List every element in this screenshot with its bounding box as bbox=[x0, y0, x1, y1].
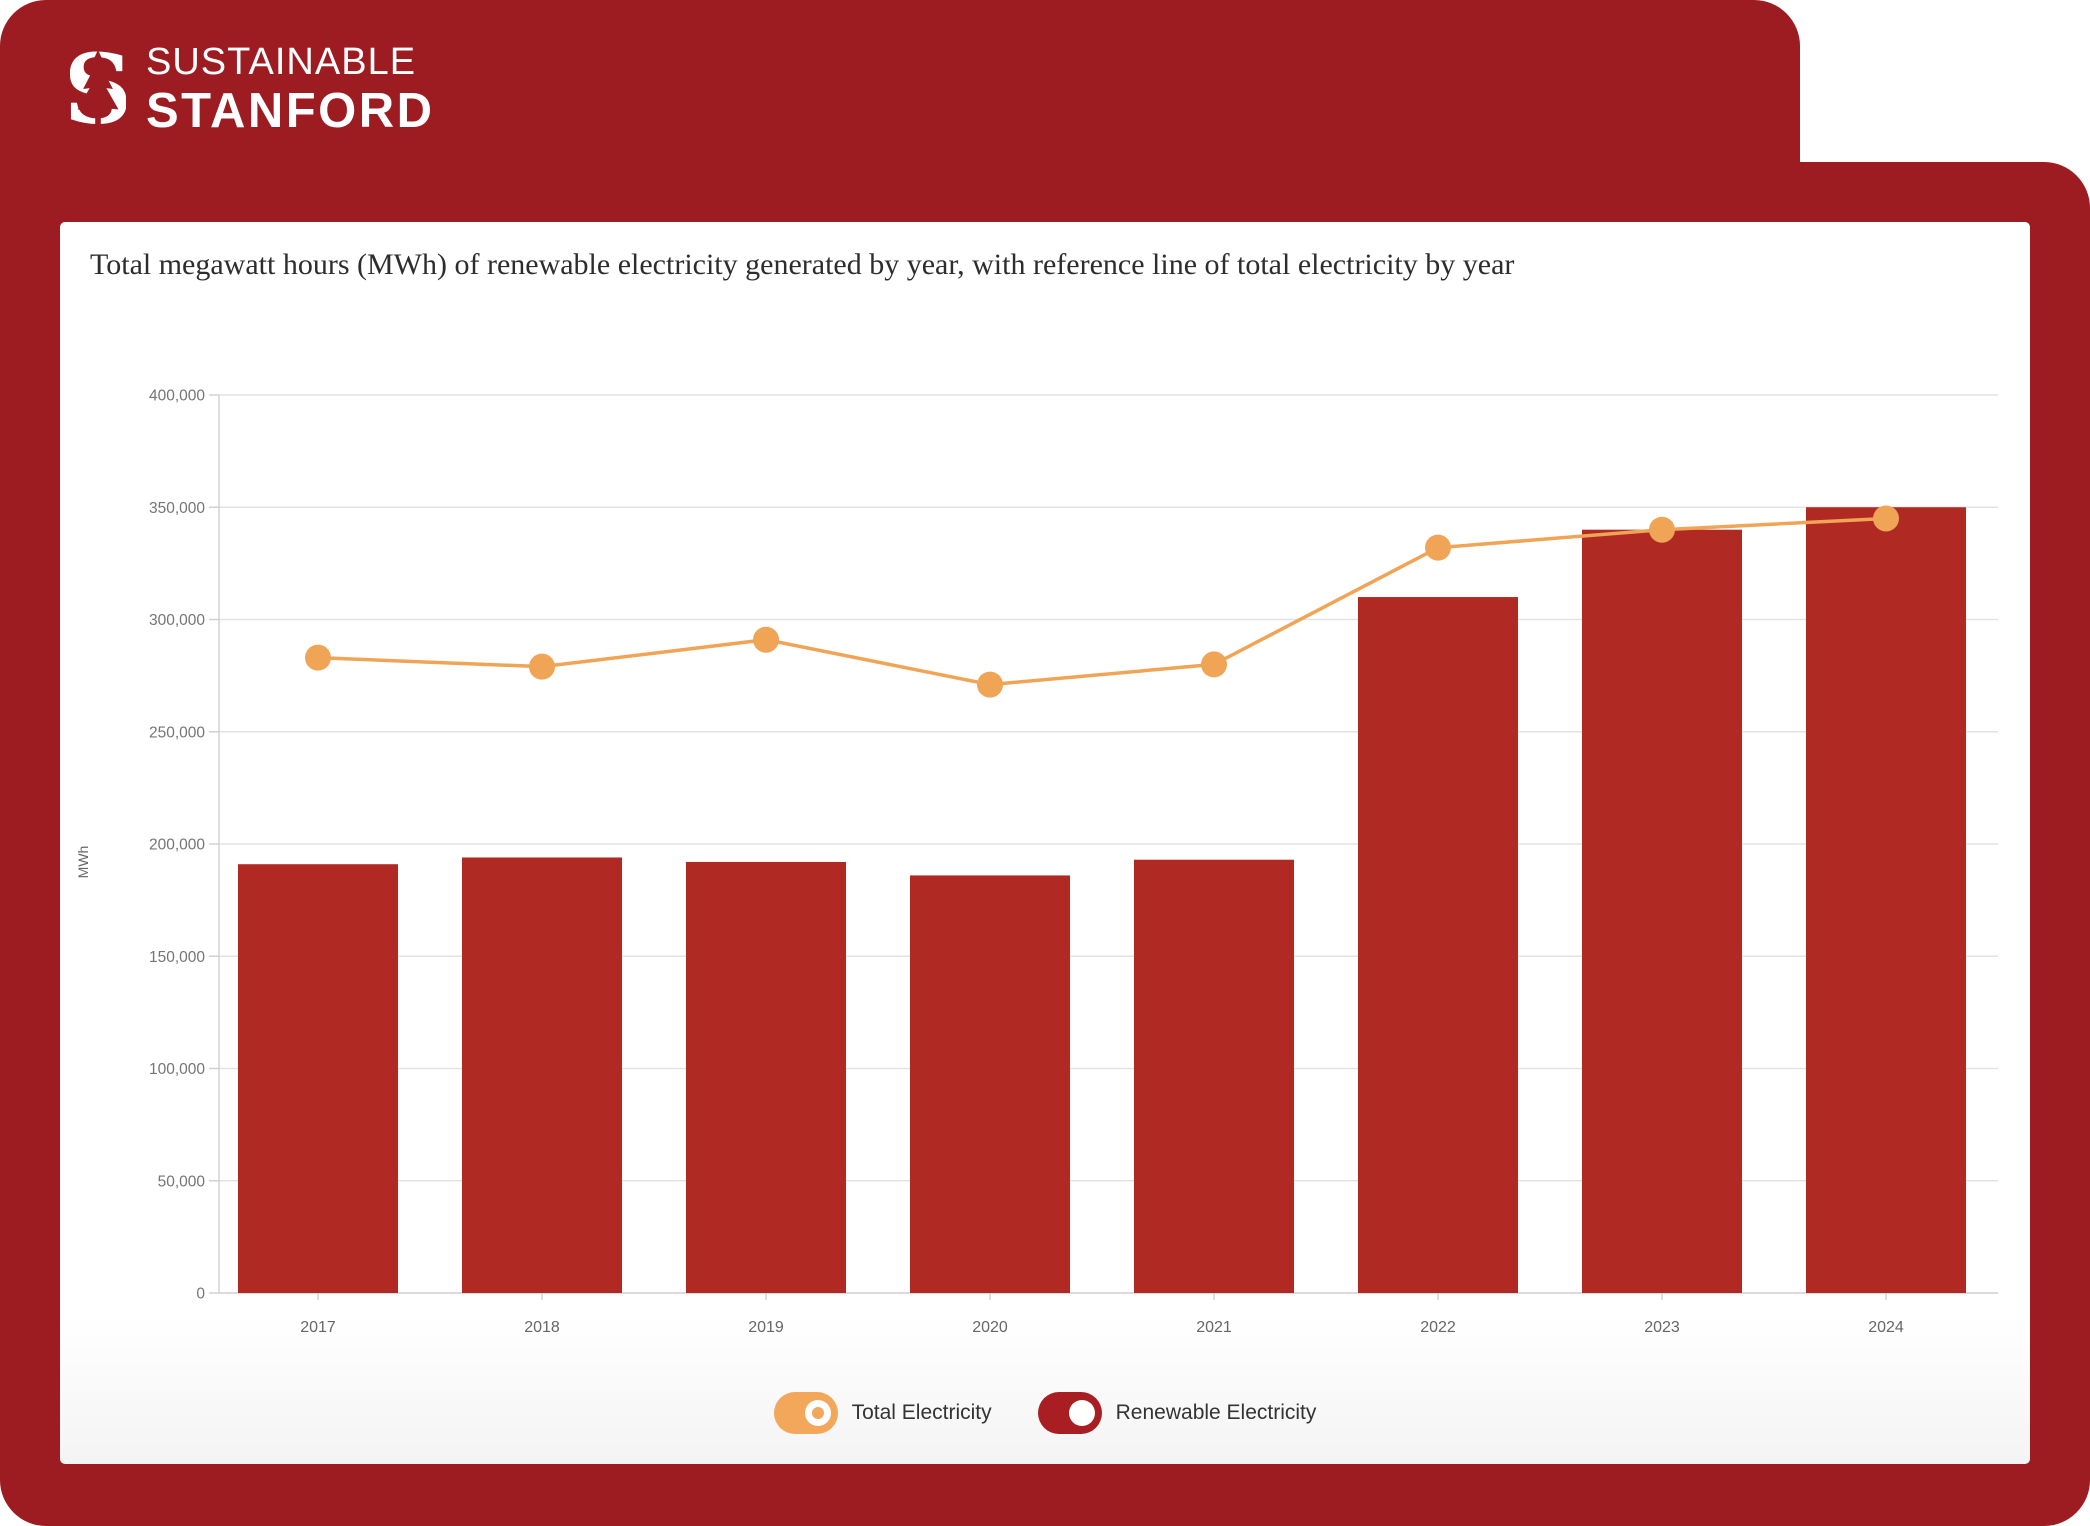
brand-line2: STANFORD bbox=[146, 84, 435, 138]
tree-icon bbox=[77, 49, 119, 125]
x-tick-label-2021: 2021 bbox=[1196, 1319, 1232, 1336]
bar-2017[interactable] bbox=[238, 864, 398, 1293]
bar-2023[interactable] bbox=[1582, 529, 1742, 1293]
x-tick-label-2017: 2017 bbox=[300, 1319, 336, 1336]
y-tick-label: 50,000 bbox=[158, 1173, 206, 1190]
legend-label-total-electricity: Total Electricity bbox=[851, 1401, 992, 1424]
point-2021[interactable] bbox=[1201, 651, 1227, 678]
x-tick-label-2023: 2023 bbox=[1644, 1319, 1680, 1336]
point-2022[interactable] bbox=[1425, 534, 1451, 561]
y-tick-label: 150,000 bbox=[149, 949, 205, 966]
legend: Total Electricity Renewable Electricity bbox=[60, 1392, 2030, 1434]
legend-item-renewable-electricity[interactable]: Renewable Electricity bbox=[1037, 1392, 1317, 1434]
bar-2018[interactable] bbox=[462, 857, 622, 1293]
point-2020[interactable] bbox=[977, 671, 1003, 698]
y-tick-label: 400,000 bbox=[149, 388, 205, 405]
bar-2024[interactable] bbox=[1806, 507, 1966, 1293]
y-tick-label: 300,000 bbox=[149, 612, 205, 629]
point-2024[interactable] bbox=[1873, 505, 1899, 532]
toggle-knob-icon bbox=[1068, 1400, 1095, 1426]
total-electricity-toggle-icon bbox=[773, 1392, 838, 1434]
brand-text: SUSTAINABLE STANFORD bbox=[146, 40, 435, 138]
point-2019[interactable] bbox=[753, 626, 779, 653]
bar-2022[interactable] bbox=[1358, 597, 1518, 1293]
y-tick-label: 200,000 bbox=[149, 837, 205, 854]
y-tick-label: 100,000 bbox=[149, 1061, 205, 1078]
x-tick-label-2020: 2020 bbox=[972, 1319, 1008, 1336]
renewable-electricity-toggle-icon bbox=[1037, 1392, 1102, 1434]
legend-label-renewable-electricity: Renewable Electricity bbox=[1115, 1401, 1317, 1424]
x-tick-label-2024: 2024 bbox=[1868, 1319, 1904, 1336]
point-2018[interactable] bbox=[529, 653, 555, 680]
bar-2019[interactable] bbox=[686, 861, 846, 1293]
bar-2021[interactable] bbox=[1134, 859, 1294, 1293]
x-tick-label-2022: 2022 bbox=[1420, 1319, 1456, 1336]
y-tick-label: 250,000 bbox=[149, 724, 205, 741]
y-tick-label: 0 bbox=[196, 1286, 205, 1303]
x-tick-label-2018: 2018 bbox=[524, 1319, 560, 1336]
x-tick-label-2019: 2019 bbox=[748, 1319, 784, 1336]
bar-2020[interactable] bbox=[910, 875, 1070, 1293]
brand: S SUSTAINABLE STANFORD bbox=[70, 38, 435, 140]
total-electricity-line bbox=[317, 516, 1887, 687]
point-2023[interactable] bbox=[1649, 516, 1675, 543]
y-tick-label: 350,000 bbox=[149, 500, 205, 517]
legend-item-total-electricity[interactable]: Total Electricity bbox=[773, 1392, 992, 1434]
y-axis-title: MWh bbox=[75, 846, 91, 879]
point-2017[interactable] bbox=[305, 644, 331, 671]
brand-line1: SUSTAINABLE bbox=[146, 41, 417, 83]
toggle-knob-icon bbox=[804, 1400, 831, 1426]
stanford-block-s-tree-icon: S bbox=[70, 38, 126, 140]
chart-title: Total megawatt hours (MWh) of renewable … bbox=[90, 248, 1515, 281]
